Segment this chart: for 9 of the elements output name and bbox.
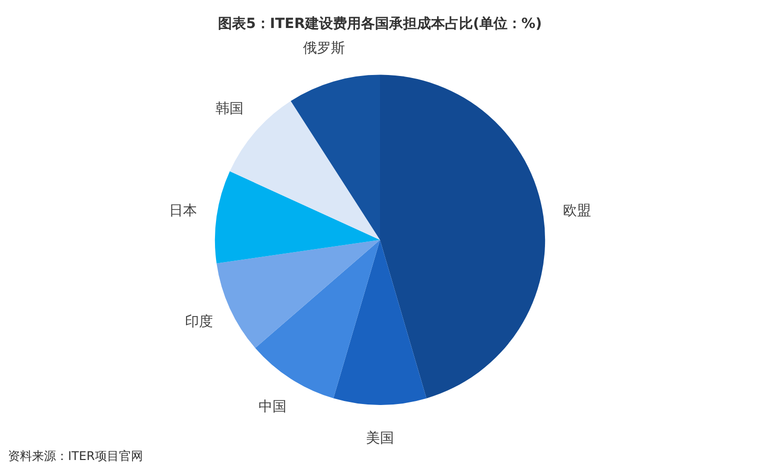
slice-label: 美国	[366, 430, 394, 447]
text: 资料来源：ITER项目官网	[8, 449, 143, 464]
slice-label: 欧盟	[563, 203, 592, 220]
slice-label: 韩国	[216, 101, 244, 118]
chart-title: 图表5：ITER建设费用各国承担成本占比(单位：%)	[218, 16, 542, 32]
slice-label: 俄罗斯	[302, 40, 345, 57]
slice-label: 日本	[168, 203, 197, 220]
slice-label: 中国	[258, 399, 286, 416]
slice-label: 印度	[184, 314, 213, 330]
